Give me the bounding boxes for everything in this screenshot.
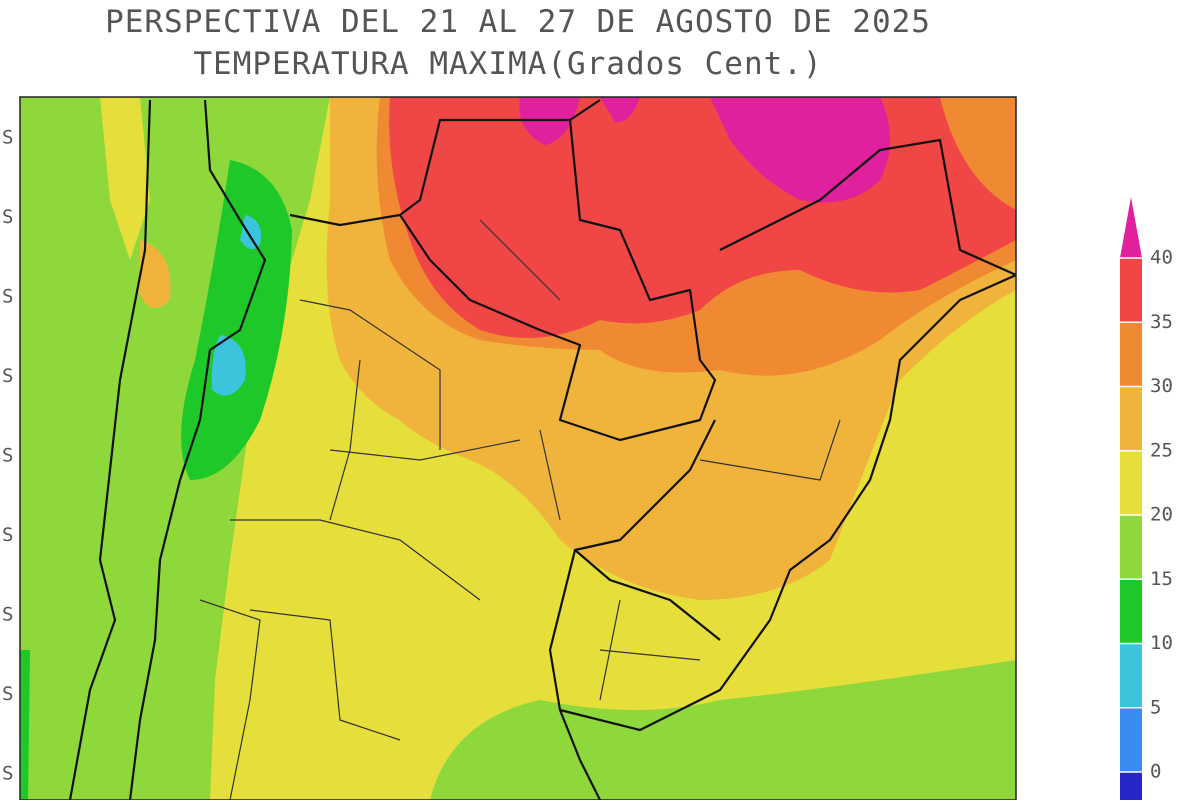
colorbar-swatch xyxy=(1120,450,1142,515)
colorbar-label: 5 xyxy=(1150,696,1161,718)
colorbar-swatch xyxy=(1120,196,1142,258)
colorbar: 0 5 10 15 20 25 30 35 40 xyxy=(1120,196,1173,800)
title-line: PERSPECTIVA DEL 21 AL 27 DE AGOSTO DE 20… xyxy=(105,4,931,40)
lat-label: S xyxy=(2,445,13,467)
title-line: TEMPERATURA MAXIMA(Grados Cent.) xyxy=(193,46,822,82)
lat-label: S xyxy=(2,365,13,387)
colorbar-swatch xyxy=(1120,579,1142,644)
colorbar-swatch xyxy=(1120,515,1142,580)
colorbar-swatch xyxy=(1120,643,1142,708)
colorbar-label: 15 xyxy=(1150,568,1173,590)
lat-label: S xyxy=(2,683,13,705)
colorbar-label: 30 xyxy=(1150,375,1173,397)
colorbar-label: 35 xyxy=(1150,311,1173,333)
map-frame xyxy=(19,96,1017,800)
colorbar-swatch xyxy=(1120,322,1142,387)
colorbar-swatch xyxy=(1120,772,1142,800)
lat-label: S xyxy=(2,604,13,626)
colorbar-swatch xyxy=(1120,707,1142,772)
lat-label: S xyxy=(2,286,13,308)
colorbar-swatch xyxy=(1120,386,1142,451)
colorbar-label: 10 xyxy=(1150,632,1173,654)
temperature-map xyxy=(20,97,1016,800)
lat-label: S xyxy=(2,206,13,228)
colorbar-label: 20 xyxy=(1150,504,1173,526)
lat-label: S xyxy=(2,524,13,546)
colorbar-label: 0 xyxy=(1150,761,1161,783)
lat-label: S xyxy=(2,763,13,785)
lat-label: S xyxy=(2,127,13,149)
colorbar-swatch xyxy=(1120,258,1142,323)
colorbar-label: 25 xyxy=(1150,439,1173,461)
lat-labels: S S S S S S S S S xyxy=(2,127,13,785)
colorbar-label: 40 xyxy=(1150,247,1173,269)
